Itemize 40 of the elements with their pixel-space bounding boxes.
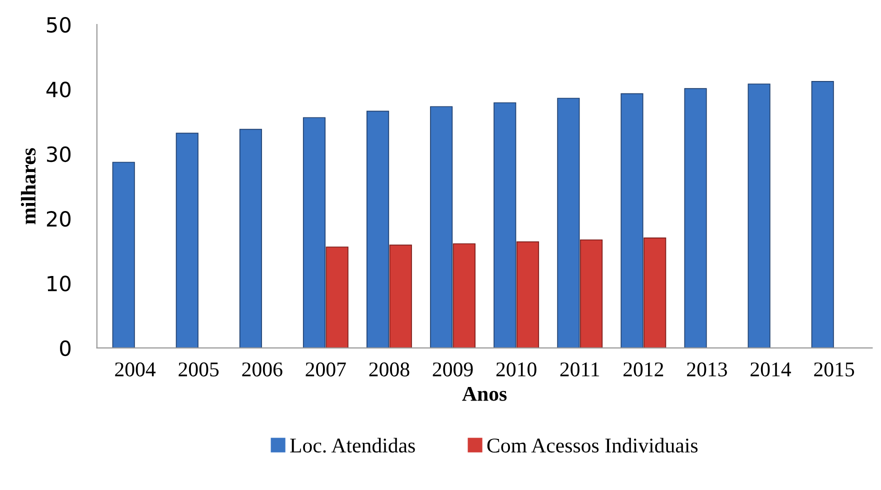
- y-tick-label: 50: [47, 16, 71, 33]
- bar: [557, 98, 580, 348]
- x-tick-label: 2014: [750, 362, 792, 376]
- bar: [176, 132, 198, 348]
- bar: [112, 162, 135, 348]
- x-tick-label: 2009: [432, 362, 473, 376]
- x-tick-label: 2013: [687, 362, 727, 376]
- bar: [644, 238, 666, 348]
- y-tick-label: 20: [46, 210, 71, 227]
- x-tick-label: 2004: [115, 362, 156, 376]
- bar: [811, 81, 834, 348]
- bar: [366, 110, 390, 348]
- bar: [452, 243, 476, 348]
- x-tick-label: 2011: [560, 362, 600, 376]
- y-axis-title: milhares: [20, 148, 36, 224]
- bar: [684, 88, 707, 348]
- bar: [580, 239, 603, 348]
- x-tick-label: 2015: [814, 362, 854, 376]
- x-tick-label: 2006: [242, 362, 282, 376]
- y-tick-label: 40: [46, 82, 71, 98]
- bar: [430, 106, 453, 348]
- bar: [748, 84, 770, 348]
- legend-label: Loc. Atendidas: [290, 438, 415, 453]
- bar: [302, 117, 326, 348]
- x-tick-label: 2008: [369, 362, 410, 376]
- bar: [494, 102, 516, 348]
- legend-label: Com Acessos Individuais: [487, 438, 698, 453]
- bar: [389, 244, 412, 348]
- y-tick-label: 10: [48, 276, 71, 292]
- y-tick-label: 0: [60, 340, 71, 356]
- bar: [326, 246, 348, 348]
- x-tick-label: 2010: [496, 362, 536, 376]
- y-tick-label: 30: [46, 146, 71, 162]
- bar: [516, 241, 540, 348]
- x-tick-label: 2012: [624, 362, 664, 376]
- bar: [239, 128, 262, 348]
- bar: [620, 93, 644, 348]
- x-tick-label: 2005: [178, 362, 219, 376]
- x-axis-title: Anos: [462, 386, 507, 401]
- x-tick-label: 2007: [306, 362, 346, 376]
